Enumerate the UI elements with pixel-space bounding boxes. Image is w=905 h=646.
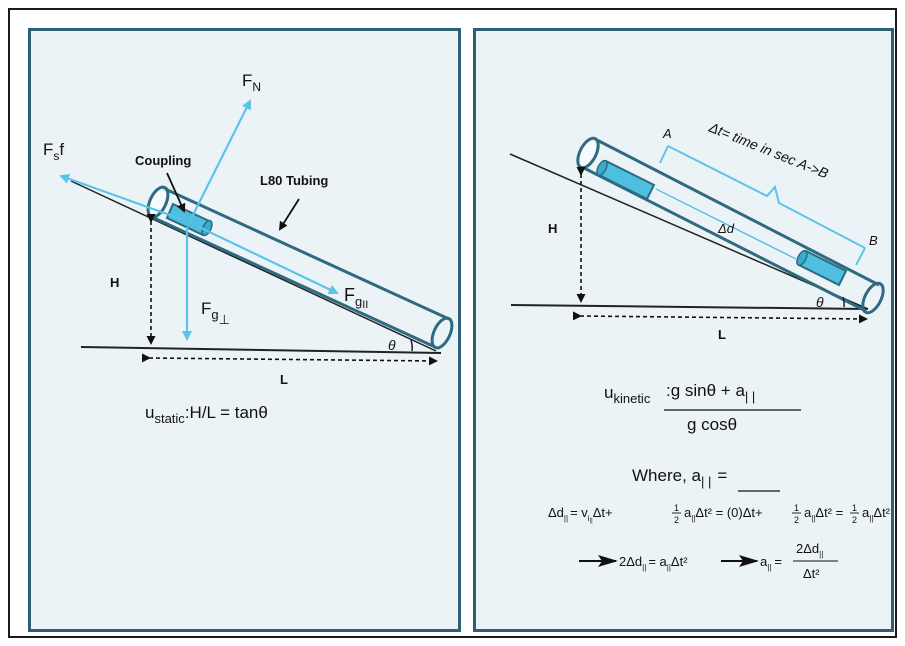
length-label: L [718, 327, 726, 342]
angle-arc [410, 339, 413, 352]
coupling-label: Coupling [135, 153, 191, 168]
svg-text:2: 2 [852, 515, 857, 525]
svg-text:2Δd||: 2Δd|| [796, 541, 823, 559]
coupling-callout-arrow [166, 172, 186, 213]
gravity-parallel-arrow [198, 226, 339, 295]
where-line: Where, a| | = [632, 466, 780, 492]
gravity-parallel-label: FgII [344, 285, 368, 311]
displacement-label: Δd [717, 221, 735, 236]
svg-text:Where, a| |=: Where, a| | = [632, 466, 727, 489]
point-a-label: A [662, 126, 672, 141]
marker-b-line [855, 247, 866, 266]
figure-frame: FN Fsf Coupling L80 Tubing FgII Fg⊥ H L … [8, 8, 897, 638]
time-note-label: Δt= time in sec A->B [706, 119, 831, 182]
tubing-cylinder [146, 185, 454, 350]
coupling-position-b [796, 249, 848, 287]
svg-text:Δt²: Δt² [803, 566, 820, 581]
static-friction-panel: FN Fsf Coupling L80 Tubing FgII Fg⊥ H L … [28, 28, 461, 632]
angle-arc [842, 296, 845, 308]
length-dimension-arrow [141, 353, 438, 366]
svg-text:2: 2 [794, 515, 799, 525]
friction-force-arrow [59, 173, 182, 221]
svg-text:Δd||= vi||Δt+: Δd|| = vi||Δt+ [548, 505, 613, 524]
angle-label: θ [816, 294, 824, 310]
incline-line [70, 180, 437, 352]
svg-text:a||=: a|| = [760, 554, 782, 572]
svg-text:1: 1 [794, 503, 799, 513]
svg-text:a||Δt²: a||Δt² [862, 505, 891, 523]
displacement-line [655, 188, 797, 260]
length-dimension-arrow [572, 311, 868, 324]
tubing-label: L80 Tubing [260, 173, 328, 188]
marker-a-line [659, 145, 669, 164]
kinematic-equation-1: Δd|| = vi||Δt+ 1 2 a||Δt² = (0)Δt+ 1 2 a|… [548, 503, 891, 525]
time-brace [667, 145, 866, 249]
angle-label: θ [388, 337, 396, 353]
kinetic-diagram: A B Δt= time in sec A->B Δd H L θ ukinet… [509, 119, 891, 581]
svg-text:1: 1 [674, 503, 679, 513]
height-label: H [548, 221, 557, 236]
svg-text:a||Δt² =: a||Δt² = [804, 505, 843, 523]
tubing-callout-arrow [278, 198, 300, 231]
normal-force-label: FN [242, 71, 261, 94]
static-diagram: FN Fsf Coupling L80 Tubing FgII Fg⊥ H L … [43, 71, 454, 426]
gravity-perp-label: Fg⊥ [201, 299, 230, 327]
svg-text:g cosθ: g cosθ [687, 415, 737, 434]
svg-text:ukinetic: ukinetic [604, 383, 651, 406]
svg-text:1: 1 [852, 503, 857, 513]
svg-text:2Δd||= a||Δt²: 2Δd|| = a||Δt² [619, 554, 688, 572]
height-label: H [110, 275, 119, 290]
kinetic-friction-panel: A B Δt= time in sec A->B Δd H L θ ukinet… [473, 28, 894, 632]
svg-text:a||Δt² = (0)Δt+: a||Δt² = (0)Δt+ [684, 505, 763, 523]
coupling-position-a [596, 159, 656, 201]
normal-force-arrow [189, 99, 251, 222]
point-b-label: B [869, 233, 878, 248]
ground-line [80, 346, 442, 354]
static-formula: ustatic:H/L = tanθ [145, 403, 268, 426]
svg-text::g sinθ + a| |: :g sinθ + a| | [666, 381, 755, 404]
svg-text:2: 2 [674, 515, 679, 525]
friction-force-label: Fsf [43, 140, 64, 163]
kinetic-formula: ukinetic :g sinθ + a| | g cosθ [604, 381, 801, 434]
kinematic-equation-2: 2Δd|| = a||Δt² a|| = 2Δd|| Δt² [579, 541, 838, 581]
ground-line [510, 304, 869, 310]
length-label: L [280, 372, 288, 387]
